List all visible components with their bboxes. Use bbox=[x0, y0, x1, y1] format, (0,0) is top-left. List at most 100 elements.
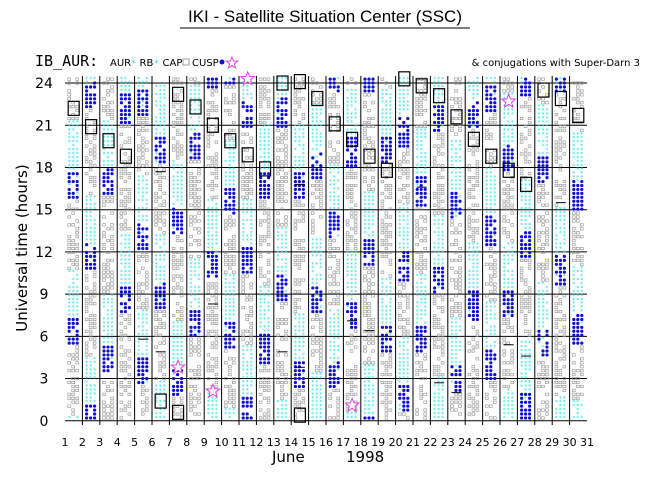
cap-square bbox=[406, 294, 410, 298]
cap-square bbox=[475, 176, 480, 180]
aur-star: * bbox=[103, 305, 106, 312]
cap-square bbox=[210, 164, 215, 168]
aur-star: * bbox=[441, 261, 444, 268]
cusp-dot bbox=[528, 81, 532, 85]
cap-square bbox=[363, 144, 367, 148]
cap-square bbox=[415, 219, 419, 223]
cusp-dot bbox=[127, 298, 131, 302]
aur-star: * bbox=[451, 340, 454, 347]
aur-star: * bbox=[503, 143, 506, 150]
cusp-dot bbox=[93, 246, 97, 251]
aur-star: * bbox=[198, 332, 201, 339]
aur-star: * bbox=[455, 364, 458, 371]
cap-square bbox=[189, 160, 193, 164]
cap-square bbox=[179, 400, 184, 404]
cusp-dot bbox=[67, 341, 71, 345]
cap-square bbox=[380, 219, 385, 223]
cap-square bbox=[367, 361, 371, 365]
cap-square bbox=[475, 183, 480, 187]
cap-square bbox=[214, 109, 219, 113]
cap-square bbox=[388, 258, 393, 262]
cap-square bbox=[154, 191, 158, 195]
cusp-dot bbox=[297, 373, 301, 377]
cap-square bbox=[241, 183, 245, 187]
cap-square bbox=[175, 128, 180, 132]
cap-square bbox=[193, 160, 197, 164]
cusp-dot bbox=[172, 215, 176, 219]
cusp-dot bbox=[363, 239, 367, 243]
cap-square bbox=[519, 136, 524, 140]
cap-square bbox=[189, 223, 193, 227]
aur-star: * bbox=[489, 316, 492, 323]
cap-square bbox=[371, 266, 375, 270]
cap-square bbox=[92, 302, 97, 306]
cap-square bbox=[175, 235, 180, 239]
cap-square bbox=[493, 298, 497, 302]
aur-star: * bbox=[311, 131, 314, 138]
cap-square bbox=[141, 384, 145, 388]
aur-star: * bbox=[520, 376, 523, 383]
cap-square bbox=[206, 361, 211, 365]
cusp-dot bbox=[520, 246, 524, 251]
aur-star: * bbox=[493, 313, 496, 320]
cusp-dot bbox=[371, 81, 375, 85]
cap-square bbox=[454, 77, 458, 81]
aur-star: * bbox=[459, 360, 462, 367]
cap-square bbox=[193, 195, 197, 199]
cap-square bbox=[110, 247, 114, 251]
aur-star: * bbox=[337, 76, 340, 83]
cusp-dot bbox=[123, 306, 127, 310]
cap-square bbox=[119, 333, 124, 337]
cusp-dot bbox=[489, 101, 493, 105]
cusp-dot bbox=[249, 109, 253, 113]
cap-square bbox=[398, 306, 402, 310]
cap-square bbox=[380, 207, 385, 211]
aur-star: * bbox=[180, 352, 183, 359]
aur-star: * bbox=[267, 139, 270, 146]
cap-square bbox=[458, 258, 462, 262]
aur-star: * bbox=[281, 399, 284, 406]
aur-star: * bbox=[472, 253, 475, 260]
cusp-dot bbox=[528, 412, 532, 416]
aur-star: * bbox=[455, 340, 458, 347]
cap-square bbox=[75, 262, 79, 266]
cap-square bbox=[102, 235, 106, 239]
cap-square bbox=[228, 128, 232, 132]
cap-square bbox=[388, 353, 393, 357]
aur-star: * bbox=[232, 309, 235, 316]
cap-square bbox=[345, 219, 350, 223]
aur-star: * bbox=[277, 234, 280, 241]
cusp-dot bbox=[93, 250, 97, 255]
cap-square bbox=[311, 207, 315, 211]
aur-star: * bbox=[76, 289, 79, 296]
cusp-dot bbox=[402, 140, 406, 144]
aur-star: * bbox=[267, 301, 270, 308]
aur-star: * bbox=[76, 313, 79, 320]
cap-square bbox=[415, 235, 419, 239]
cusp-dot bbox=[224, 191, 228, 195]
cap-square bbox=[258, 116, 263, 120]
aur-star: * bbox=[368, 206, 371, 213]
aur-star: * bbox=[267, 320, 270, 327]
aur-star: * bbox=[511, 285, 514, 292]
cap-square bbox=[214, 337, 219, 341]
aur-star: * bbox=[402, 234, 405, 241]
cap-square bbox=[519, 172, 524, 176]
cap-square bbox=[228, 262, 232, 266]
cusp-dot bbox=[263, 337, 267, 341]
aur-star: * bbox=[441, 214, 444, 221]
cap-square bbox=[92, 274, 97, 278]
cap-square bbox=[297, 247, 302, 251]
cap-square bbox=[110, 396, 114, 400]
cusp-dot bbox=[267, 183, 271, 188]
cap-square bbox=[67, 396, 71, 400]
aur-star: * bbox=[137, 218, 140, 225]
cusp-dot bbox=[162, 160, 166, 164]
cusp-dot bbox=[259, 176, 263, 180]
aur-star: * bbox=[329, 309, 332, 316]
cap-square bbox=[398, 290, 402, 294]
aur-star: * bbox=[315, 127, 318, 134]
aur-star: * bbox=[337, 309, 340, 316]
aur-star: * bbox=[298, 127, 301, 134]
aur-star: * bbox=[485, 344, 488, 351]
